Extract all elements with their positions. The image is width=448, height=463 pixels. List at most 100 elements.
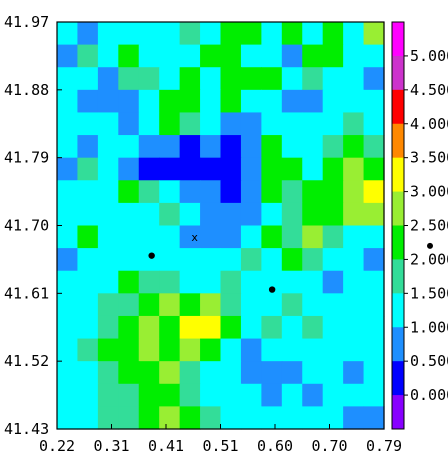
field-cell xyxy=(220,270,242,294)
field-cell xyxy=(77,22,99,46)
y-tick-label: 41.79 xyxy=(4,149,49,167)
field-cell xyxy=(322,67,344,91)
field-cell xyxy=(138,112,160,136)
field-cell xyxy=(97,406,119,430)
colorbar-swatch xyxy=(392,259,404,294)
field-cell xyxy=(138,383,160,407)
field-cell xyxy=(220,67,242,91)
field-cell xyxy=(159,44,181,68)
y-tick-label: 41.70 xyxy=(4,217,49,235)
field-cell xyxy=(57,22,79,46)
field-cell xyxy=(97,361,119,385)
field-cell xyxy=(97,202,119,227)
field-cell xyxy=(159,248,181,272)
field-cell xyxy=(322,338,344,362)
field-cell xyxy=(200,112,222,136)
y-axis: 41.97 41.88 41.79 41.70 41.61 41.52 41.43 xyxy=(4,13,62,438)
field-cell xyxy=(118,248,140,272)
field-cell xyxy=(281,202,303,227)
y-tick-label: 41.61 xyxy=(4,284,49,302)
field-cell xyxy=(159,406,181,430)
field-cell xyxy=(363,248,385,272)
field-cell xyxy=(220,338,242,362)
field-cell xyxy=(302,112,324,136)
field-cell xyxy=(240,361,262,385)
field-cell xyxy=(322,293,344,317)
field-cell xyxy=(281,315,303,340)
field-cell xyxy=(118,338,140,362)
field-cell xyxy=(363,338,385,362)
field-cell xyxy=(281,135,303,159)
colorbar-tick-label: 0.000 xyxy=(410,386,448,404)
field-cell xyxy=(138,202,160,227)
field-cell xyxy=(57,67,79,91)
field-cell xyxy=(138,248,160,272)
field-cell xyxy=(179,225,201,249)
field-cell xyxy=(220,44,242,68)
field-cell xyxy=(343,89,365,114)
field-cell xyxy=(343,22,365,46)
field-cell xyxy=(281,157,303,181)
field-cell xyxy=(281,44,303,68)
field-cell xyxy=(118,112,140,136)
field-cell xyxy=(281,225,303,249)
field-cell xyxy=(302,135,324,159)
field-cell xyxy=(220,225,242,249)
field-cell xyxy=(118,406,140,430)
field-cell xyxy=(302,67,324,91)
field-cell xyxy=(179,315,201,340)
field-cell xyxy=(343,67,365,91)
field-cell xyxy=(363,225,385,249)
station-marker xyxy=(268,286,276,293)
colorbar-tick-label: 4.500 xyxy=(410,81,448,99)
field-cell xyxy=(77,248,99,272)
field-cell xyxy=(118,315,140,340)
field-cell xyxy=(179,270,201,294)
field-cell xyxy=(97,180,119,204)
field-cell xyxy=(363,157,385,181)
colorbar-swatch xyxy=(392,327,404,362)
field-cell xyxy=(220,361,242,385)
field-cell xyxy=(261,338,283,362)
field-cell xyxy=(200,44,222,68)
field-cell xyxy=(57,112,79,136)
field-cell xyxy=(77,361,99,385)
colorbar-tick-label: 5.000 xyxy=(410,47,448,65)
colorbar-tick-label: 1.500 xyxy=(410,284,448,302)
field-cell xyxy=(200,135,222,159)
field-cell xyxy=(220,315,242,340)
y-tick-label: 41.52 xyxy=(4,352,49,370)
field-cell xyxy=(281,338,303,362)
field-cell xyxy=(97,67,119,91)
field-cell xyxy=(240,315,262,340)
field-cell xyxy=(97,248,119,272)
field-cell xyxy=(302,22,324,46)
field-cell xyxy=(138,406,160,430)
field-cell xyxy=(220,293,242,317)
field-cell xyxy=(118,202,140,227)
field-cell xyxy=(200,383,222,407)
field-cell xyxy=(179,338,201,362)
field-cell xyxy=(118,361,140,385)
field-cell xyxy=(302,293,324,317)
field-cell xyxy=(322,202,344,227)
field-cell xyxy=(322,44,344,68)
y-tick-label: 41.43 xyxy=(4,420,49,438)
field-cell xyxy=(261,315,283,340)
field-cell xyxy=(343,406,365,430)
field-cell xyxy=(322,406,344,430)
field-cell xyxy=(77,270,99,294)
field-cell xyxy=(200,157,222,181)
field-cell xyxy=(138,67,160,91)
field-cell xyxy=(77,202,99,227)
field-cell xyxy=(118,270,140,294)
colorbar-swatch xyxy=(392,395,404,430)
field-cell xyxy=(363,383,385,407)
field-cell xyxy=(159,157,181,181)
field-cell xyxy=(281,270,303,294)
x-axis: 0.22 0.31 0.41 0.51 0.60 0.70 0.79 xyxy=(39,424,402,455)
y-tick-label: 41.97 xyxy=(4,13,49,31)
field-cell xyxy=(302,89,324,114)
colorbar-tick-label: 4.000 xyxy=(410,115,448,133)
field-cell xyxy=(159,22,181,46)
